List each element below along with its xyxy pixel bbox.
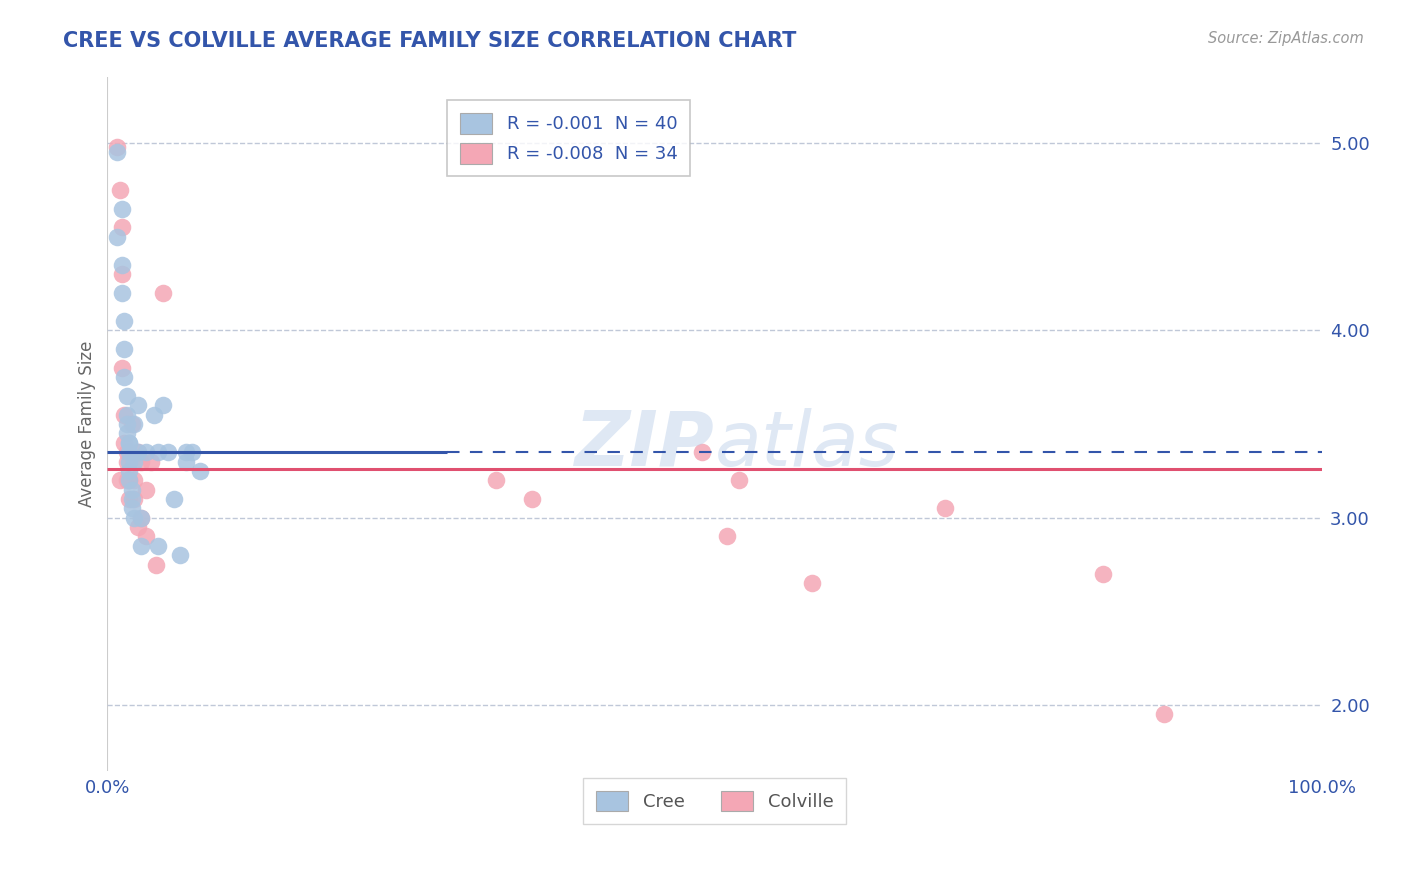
Point <box>118 464 141 478</box>
Point <box>105 140 128 154</box>
Point <box>122 491 145 506</box>
Point <box>135 483 157 497</box>
Point <box>122 454 145 468</box>
Point <box>131 510 153 524</box>
Point <box>148 539 170 553</box>
Point <box>111 285 134 300</box>
Point <box>800 576 823 591</box>
Point <box>118 445 141 459</box>
Point <box>934 501 956 516</box>
Point <box>115 389 138 403</box>
Point <box>118 491 141 506</box>
Point <box>188 464 211 478</box>
Point <box>118 454 141 468</box>
Point <box>127 445 149 459</box>
Point <box>122 510 145 524</box>
Point <box>112 314 135 328</box>
Text: atlas: atlas <box>714 408 898 482</box>
Point <box>157 445 180 459</box>
Text: Source: ZipAtlas.com: Source: ZipAtlas.com <box>1208 31 1364 46</box>
Point <box>131 539 153 553</box>
Point <box>135 529 157 543</box>
Point <box>135 445 157 459</box>
Point <box>176 454 198 468</box>
Point <box>111 258 134 272</box>
Point <box>111 202 134 216</box>
Point <box>127 445 149 459</box>
Point <box>115 445 138 459</box>
Y-axis label: Average Family Size: Average Family Size <box>79 341 96 508</box>
Point <box>112 435 135 450</box>
Point <box>131 510 153 524</box>
Point <box>1092 566 1115 581</box>
Point <box>692 445 714 459</box>
Point <box>127 398 149 412</box>
Point <box>122 417 145 431</box>
Point <box>112 370 135 384</box>
Point <box>115 473 138 487</box>
Point <box>142 408 165 422</box>
Point <box>1153 707 1175 722</box>
Point <box>121 501 143 516</box>
Point <box>121 417 143 431</box>
Point <box>115 454 138 468</box>
Point <box>121 483 143 497</box>
Point <box>176 445 198 459</box>
Point <box>139 454 162 468</box>
Point <box>108 473 131 487</box>
Point <box>111 360 134 375</box>
Point <box>716 529 738 543</box>
Legend: Cree, Colville: Cree, Colville <box>583 778 846 824</box>
Point <box>111 267 134 281</box>
Point <box>115 426 138 441</box>
Point <box>485 473 508 487</box>
Point <box>121 491 143 506</box>
Point <box>522 491 544 506</box>
Text: CREE VS COLVILLE AVERAGE FAMILY SIZE CORRELATION CHART: CREE VS COLVILLE AVERAGE FAMILY SIZE COR… <box>63 31 797 51</box>
Point <box>108 183 131 197</box>
Point <box>118 473 141 487</box>
Point <box>152 285 174 300</box>
Point <box>105 229 128 244</box>
Point <box>152 398 174 412</box>
Point <box>112 342 135 356</box>
Point <box>127 520 149 534</box>
Point <box>145 558 167 572</box>
Point <box>118 473 141 487</box>
Text: ZIP: ZIP <box>575 408 714 482</box>
Point <box>131 454 153 468</box>
Point <box>122 473 145 487</box>
Point <box>169 548 191 562</box>
Point <box>115 417 138 431</box>
Point <box>118 435 141 450</box>
Point <box>118 435 141 450</box>
Point <box>728 473 751 487</box>
Point <box>148 445 170 459</box>
Point <box>112 408 135 422</box>
Point <box>105 145 128 160</box>
Point <box>181 445 204 459</box>
Point <box>111 220 134 235</box>
Point <box>115 408 138 422</box>
Point <box>163 491 186 506</box>
